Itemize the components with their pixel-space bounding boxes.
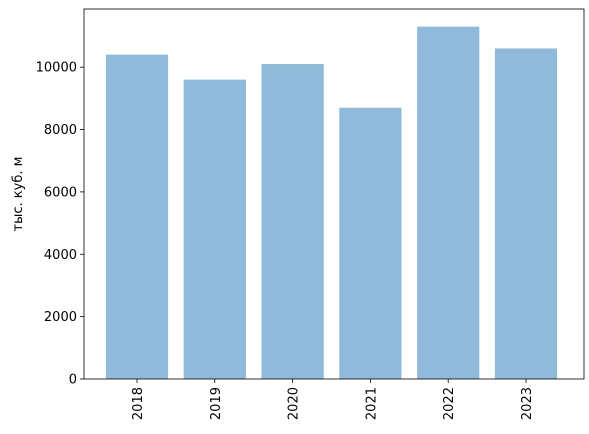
y-tick-label: 6000 <box>44 185 77 200</box>
bar <box>105 54 169 380</box>
y-tick-label: 10000 <box>36 61 77 76</box>
y-tick-label: 0 <box>69 373 77 388</box>
y-tick-label: 2000 <box>44 310 77 325</box>
bar <box>339 107 402 380</box>
bar <box>494 48 558 379</box>
y-tick-label: 4000 <box>44 248 77 263</box>
x-tick-label: 2018 <box>131 387 146 420</box>
x-tick-label: 2020 <box>287 387 302 420</box>
plot-frame <box>83 8 585 380</box>
x-tick-label: 2019 <box>209 387 224 420</box>
x-tick-label: 2022 <box>442 387 457 420</box>
bar <box>417 26 480 379</box>
bar <box>261 64 324 379</box>
x-tick-label: 2023 <box>520 387 535 420</box>
bar <box>183 79 246 379</box>
x-tick-label: 2021 <box>364 387 379 420</box>
y-axis-label: тыс. куб. м <box>11 157 26 232</box>
y-tick-label: 8000 <box>44 123 77 138</box>
